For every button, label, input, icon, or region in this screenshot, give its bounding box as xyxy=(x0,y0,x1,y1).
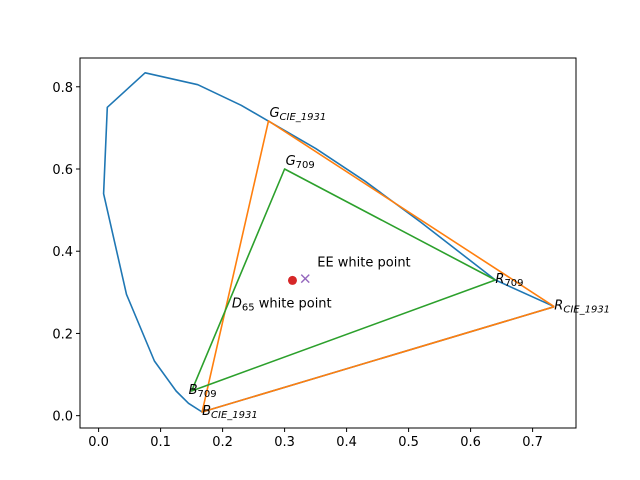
x-tick-label: 0.4 xyxy=(336,435,357,450)
annotation-layer: GCIE_1931 G709 R709 RCIE_1931 B709 BCIE_1931 D… xyxy=(189,106,610,421)
x-axis: 0.0 0.1 0.2 0.3 0.4 0.5 0.6 0.7 xyxy=(88,428,543,450)
ee-white-point-marker xyxy=(300,274,310,284)
y-tick-label: 0.2 xyxy=(52,327,73,342)
y-tick-label: 0.4 xyxy=(52,245,73,260)
cie1931-gamut-line xyxy=(201,120,555,413)
y-tick-label: 0.8 xyxy=(52,81,73,96)
marker-layer xyxy=(287,274,310,285)
label-b-cie1931: BCIE_1931 xyxy=(202,404,258,421)
x-tick-label: 0.1 xyxy=(150,435,171,450)
rec709-gamut-line xyxy=(190,168,496,392)
series-layer xyxy=(102,72,555,413)
label-b-709: B709 xyxy=(189,383,217,400)
label-g-cie1931: GCIE_1931 xyxy=(269,106,326,123)
x-tick-label: 0.2 xyxy=(212,435,233,450)
label-d65-white-point: D65 white point xyxy=(232,297,332,314)
plot-area xyxy=(79,57,577,429)
label-r-709: R709 xyxy=(495,272,523,289)
y-tick-label: 0.6 xyxy=(52,163,73,178)
label-r-cie1931: RCIE_1931 xyxy=(554,299,610,316)
label-ee-white-point: EE white point xyxy=(317,256,410,271)
label-g-709: G709 xyxy=(286,154,315,171)
x-tick-label: 0.3 xyxy=(274,435,295,450)
d65-white-point-marker xyxy=(287,275,297,285)
x-tick-label: 0.0 xyxy=(88,435,109,450)
x-tick-label: 0.7 xyxy=(522,435,543,450)
y-axis: 0.0 0.2 0.4 0.6 0.8 xyxy=(52,81,80,425)
x-tick-label: 0.6 xyxy=(460,435,481,450)
x-tick-label: 0.5 xyxy=(398,435,419,450)
y-tick-label: 0.0 xyxy=(52,410,73,425)
